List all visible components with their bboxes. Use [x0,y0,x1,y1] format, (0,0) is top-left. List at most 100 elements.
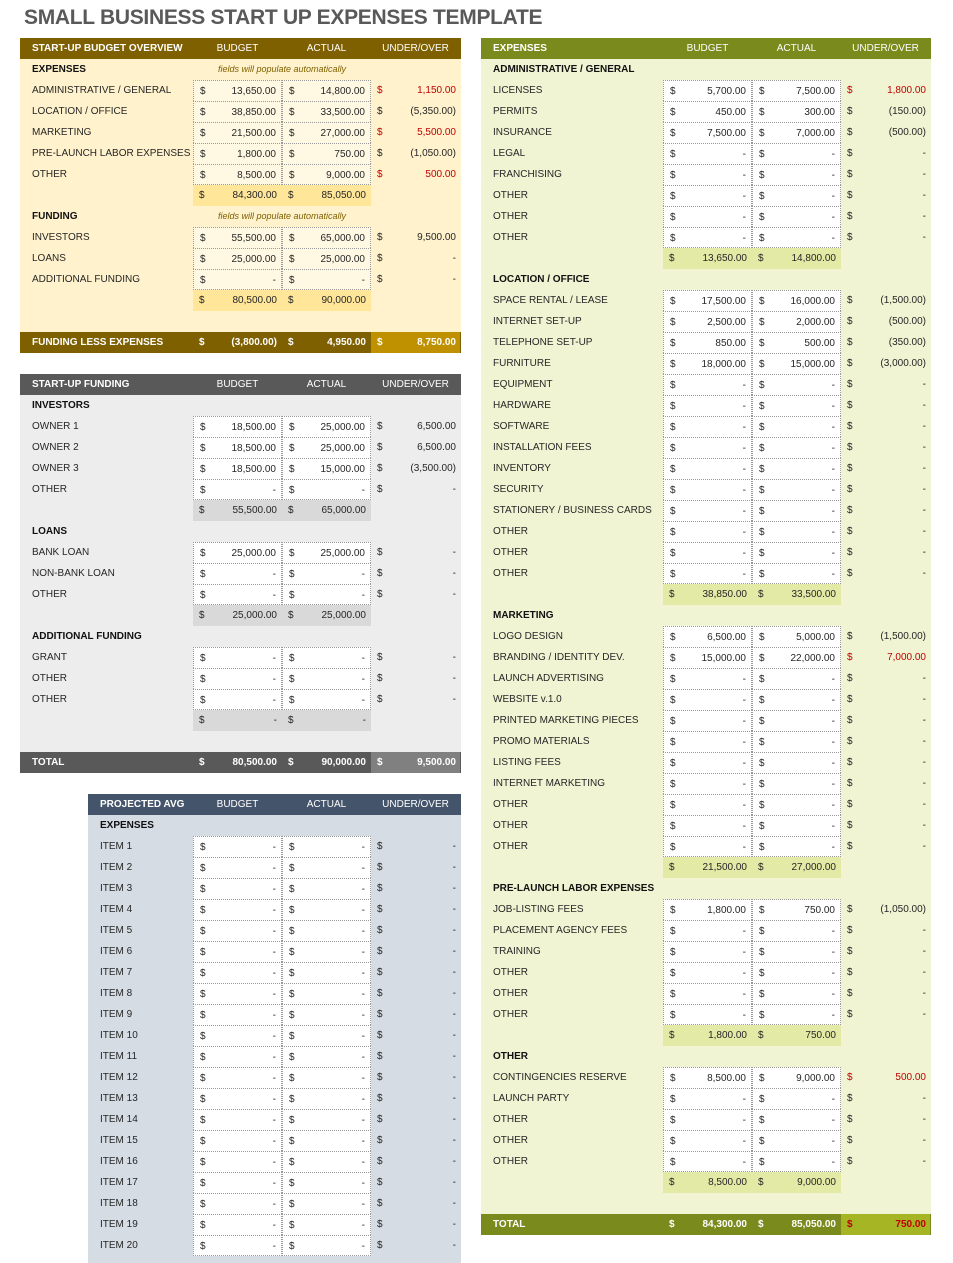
actual-cell[interactable]: $ - [752,920,841,941]
actual-cell[interactable]: $25,000.00 [282,416,371,437]
budget-cell[interactable]: $ - [193,941,282,962]
actual-cell[interactable]: $ - [282,269,371,290]
budget-cell[interactable]: $ - [663,185,752,206]
budget-cell[interactable]: $ - [663,668,752,689]
budget-cell[interactable]: $ - [193,1130,282,1151]
budget-cell[interactable]: $ - [663,689,752,710]
budget-cell[interactable]: $25,000.00 [193,248,282,269]
actual-cell[interactable]: $ - [752,479,841,500]
budget-cell[interactable]: $17,500.00 [663,290,752,311]
actual-cell[interactable]: $ - [752,395,841,416]
actual-cell[interactable]: $500.00 [752,332,841,353]
budget-cell[interactable]: $ - [193,1109,282,1130]
actual-cell[interactable]: $ - [282,1088,371,1109]
actual-cell[interactable]: $ - [282,647,371,668]
budget-cell[interactable]: $18,500.00 [193,458,282,479]
actual-cell[interactable]: $ - [752,815,841,836]
budget-cell[interactable]: $ - [663,206,752,227]
budget-cell[interactable]: $1,800.00 [193,143,282,164]
actual-cell[interactable]: $7,000.00 [752,122,841,143]
budget-cell[interactable]: $ - [663,1130,752,1151]
actual-cell[interactable]: $ - [282,836,371,857]
actual-cell[interactable]: $ - [752,836,841,857]
budget-cell[interactable]: $ - [663,458,752,479]
budget-cell[interactable]: $ - [663,479,752,500]
budget-cell[interactable]: $ - [663,920,752,941]
budget-cell[interactable]: $8,500.00 [193,164,282,185]
actual-cell[interactable]: $ - [282,1130,371,1151]
actual-cell[interactable]: $ - [282,689,371,710]
actual-cell[interactable]: $ - [282,920,371,941]
budget-cell[interactable]: $15,000.00 [663,647,752,668]
budget-cell[interactable]: $ - [663,563,752,584]
budget-cell[interactable]: $18,000.00 [663,353,752,374]
actual-cell[interactable]: $ - [282,668,371,689]
budget-cell[interactable]: $ - [193,1067,282,1088]
actual-cell[interactable]: $ - [282,584,371,605]
budget-cell[interactable]: $ - [193,1151,282,1172]
actual-cell[interactable]: $ - [752,437,841,458]
budget-cell[interactable]: $ - [193,1004,282,1025]
budget-cell[interactable]: $ - [663,1109,752,1130]
budget-cell[interactable]: $ - [193,836,282,857]
budget-cell[interactable]: $ - [663,1088,752,1109]
actual-cell[interactable]: $15,000.00 [282,458,371,479]
actual-cell[interactable]: $ - [282,1067,371,1088]
actual-cell[interactable]: $ - [752,668,841,689]
actual-cell[interactable]: $ - [282,1172,371,1193]
actual-cell[interactable]: $ - [752,1151,841,1172]
budget-cell[interactable]: $1,800.00 [663,899,752,920]
actual-cell[interactable]: $ - [752,1109,841,1130]
budget-cell[interactable]: $ - [663,794,752,815]
actual-cell[interactable]: $ - [752,416,841,437]
budget-cell[interactable]: $ - [193,1172,282,1193]
budget-cell[interactable]: $ - [193,857,282,878]
actual-cell[interactable]: $25,000.00 [282,248,371,269]
budget-cell[interactable]: $ - [193,1193,282,1214]
actual-cell[interactable]: $ - [752,521,841,542]
budget-cell[interactable]: $ - [193,899,282,920]
budget-cell[interactable]: $ - [193,983,282,1004]
actual-cell[interactable]: $9,000.00 [752,1067,841,1088]
budget-cell[interactable]: $ - [663,521,752,542]
budget-cell[interactable]: $ - [663,395,752,416]
budget-cell[interactable]: $ - [193,689,282,710]
actual-cell[interactable]: $ - [752,563,841,584]
actual-cell[interactable]: $ - [752,458,841,479]
actual-cell[interactable]: $ - [752,185,841,206]
actual-cell[interactable]: $14,800.00 [282,80,371,101]
budget-cell[interactable]: $ - [193,1214,282,1235]
budget-cell[interactable]: $2,500.00 [663,311,752,332]
actual-cell[interactable]: $ - [282,983,371,1004]
budget-cell[interactable]: $ - [193,479,282,500]
budget-cell[interactable]: $38,850.00 [193,101,282,122]
actual-cell[interactable]: $ - [752,1130,841,1151]
actual-cell[interactable]: $15,000.00 [752,353,841,374]
budget-cell[interactable]: $ - [663,500,752,521]
actual-cell[interactable]: $16,000.00 [752,290,841,311]
actual-cell[interactable]: $ - [752,500,841,521]
actual-cell[interactable]: $ - [752,1004,841,1025]
budget-cell[interactable]: $850.00 [663,332,752,353]
actual-cell[interactable]: $ - [752,227,841,248]
budget-cell[interactable]: $13,650.00 [193,80,282,101]
budget-cell[interactable]: $ - [193,920,282,941]
actual-cell[interactable]: $750.00 [282,143,371,164]
budget-cell[interactable]: $ - [193,563,282,584]
budget-cell[interactable]: $ - [663,542,752,563]
budget-cell[interactable]: $ - [663,143,752,164]
budget-cell[interactable]: $55,500.00 [193,227,282,248]
budget-cell[interactable]: $ - [663,416,752,437]
actual-cell[interactable]: $ - [752,206,841,227]
budget-cell[interactable]: $25,000.00 [193,542,282,563]
actual-cell[interactable]: $ - [282,563,371,584]
actual-cell[interactable]: $27,000.00 [282,122,371,143]
budget-cell[interactable]: $8,500.00 [663,1067,752,1088]
budget-cell[interactable]: $ - [193,668,282,689]
budget-cell[interactable]: $ - [663,227,752,248]
actual-cell[interactable]: $ - [282,479,371,500]
budget-cell[interactable]: $5,700.00 [663,80,752,101]
actual-cell[interactable]: $ - [282,1151,371,1172]
actual-cell[interactable]: $ - [282,1025,371,1046]
budget-cell[interactable]: $ - [663,773,752,794]
